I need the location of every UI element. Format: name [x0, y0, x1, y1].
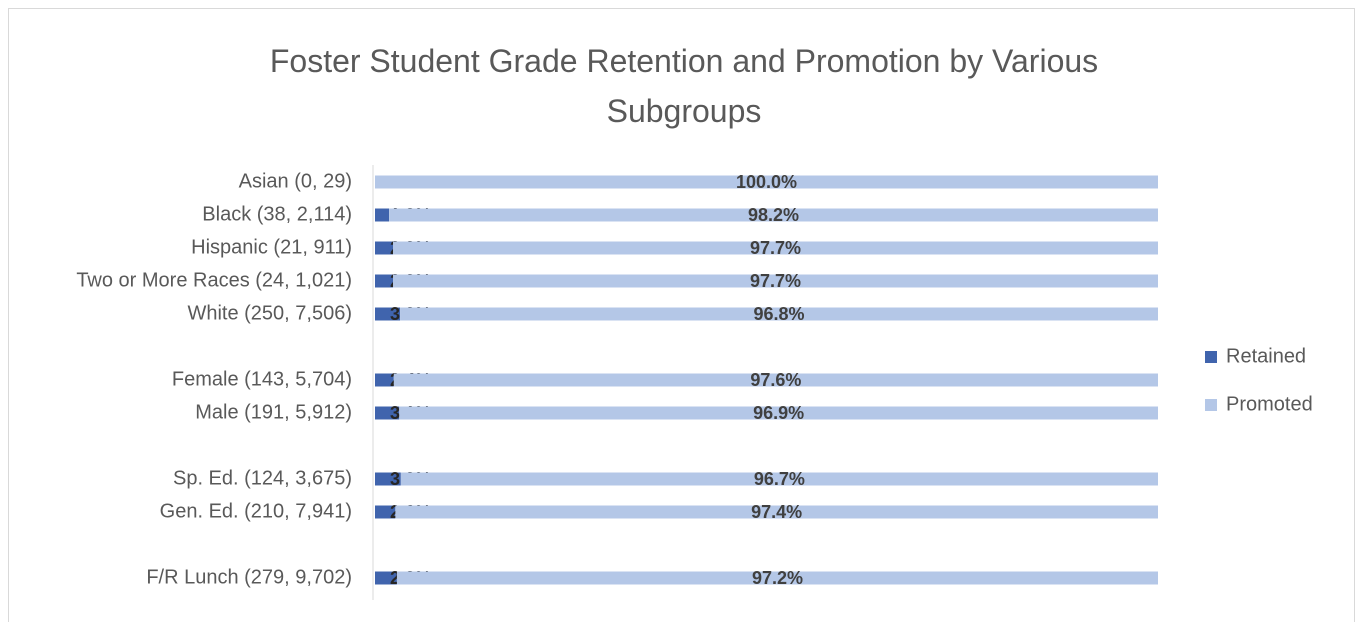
- bar-segment: [375, 208, 390, 222]
- data-label: 97.6%: [750, 370, 801, 390]
- bar-segment: [400, 307, 1158, 321]
- category-label: F/R Lunch (279, 9,702): [146, 566, 352, 588]
- chart-title: Foster Student Grade Retention and Promo…: [269, 43, 1099, 129]
- bar-segment: [375, 175, 1158, 189]
- category-label: Black (38, 2,114): [202, 203, 352, 225]
- legend-label: Promoted: [1226, 393, 1313, 415]
- legend-label: Retained: [1226, 345, 1306, 367]
- bar-segment: [375, 406, 400, 420]
- category-label: Asian (0, 29): [239, 170, 352, 192]
- bar-segment: [399, 406, 1158, 420]
- bar-segment: [375, 241, 394, 255]
- bar-segment: [395, 505, 1158, 519]
- bar-segment: [375, 307, 401, 321]
- bar-segment: [375, 571, 397, 585]
- bar-segment: [393, 373, 1158, 387]
- bar-segment: [396, 571, 1158, 585]
- bar-segment: [393, 241, 1158, 255]
- category-label: Male (191, 5,912): [195, 401, 352, 423]
- data-label: 100.0%: [736, 172, 797, 192]
- legend-swatch: [1205, 399, 1217, 411]
- bar-segment: [375, 274, 394, 288]
- bar-segment: [393, 274, 1158, 288]
- category-label: Hispanic (21, 911): [191, 236, 352, 258]
- category-label: White (250, 7,506): [187, 302, 352, 324]
- legend-swatch: [1205, 351, 1217, 363]
- bar-segment: [375, 472, 401, 486]
- category-label: Female (143, 5,704): [172, 368, 352, 390]
- data-label: 97.7%: [750, 271, 801, 291]
- data-label: 98.2%: [748, 205, 799, 225]
- bar-segment: [400, 472, 1158, 486]
- bar-segment: [375, 373, 394, 387]
- data-label: 97.4%: [751, 502, 802, 522]
- bar-segment: [375, 505, 396, 519]
- category-label: Gen. Ed. (210, 7,941): [160, 500, 352, 522]
- data-label: 96.8%: [754, 304, 805, 324]
- chart-frame: [8, 8, 1355, 622]
- bar-segment: [389, 208, 1158, 222]
- data-label: 97.7%: [750, 238, 801, 258]
- category-label: Two or More Races (24, 1,021): [76, 269, 352, 291]
- category-label: Sp. Ed. (124, 3,675): [173, 467, 352, 489]
- data-label: 97.2%: [752, 568, 803, 588]
- data-label: 96.7%: [754, 469, 805, 489]
- data-label: 96.9%: [753, 403, 804, 423]
